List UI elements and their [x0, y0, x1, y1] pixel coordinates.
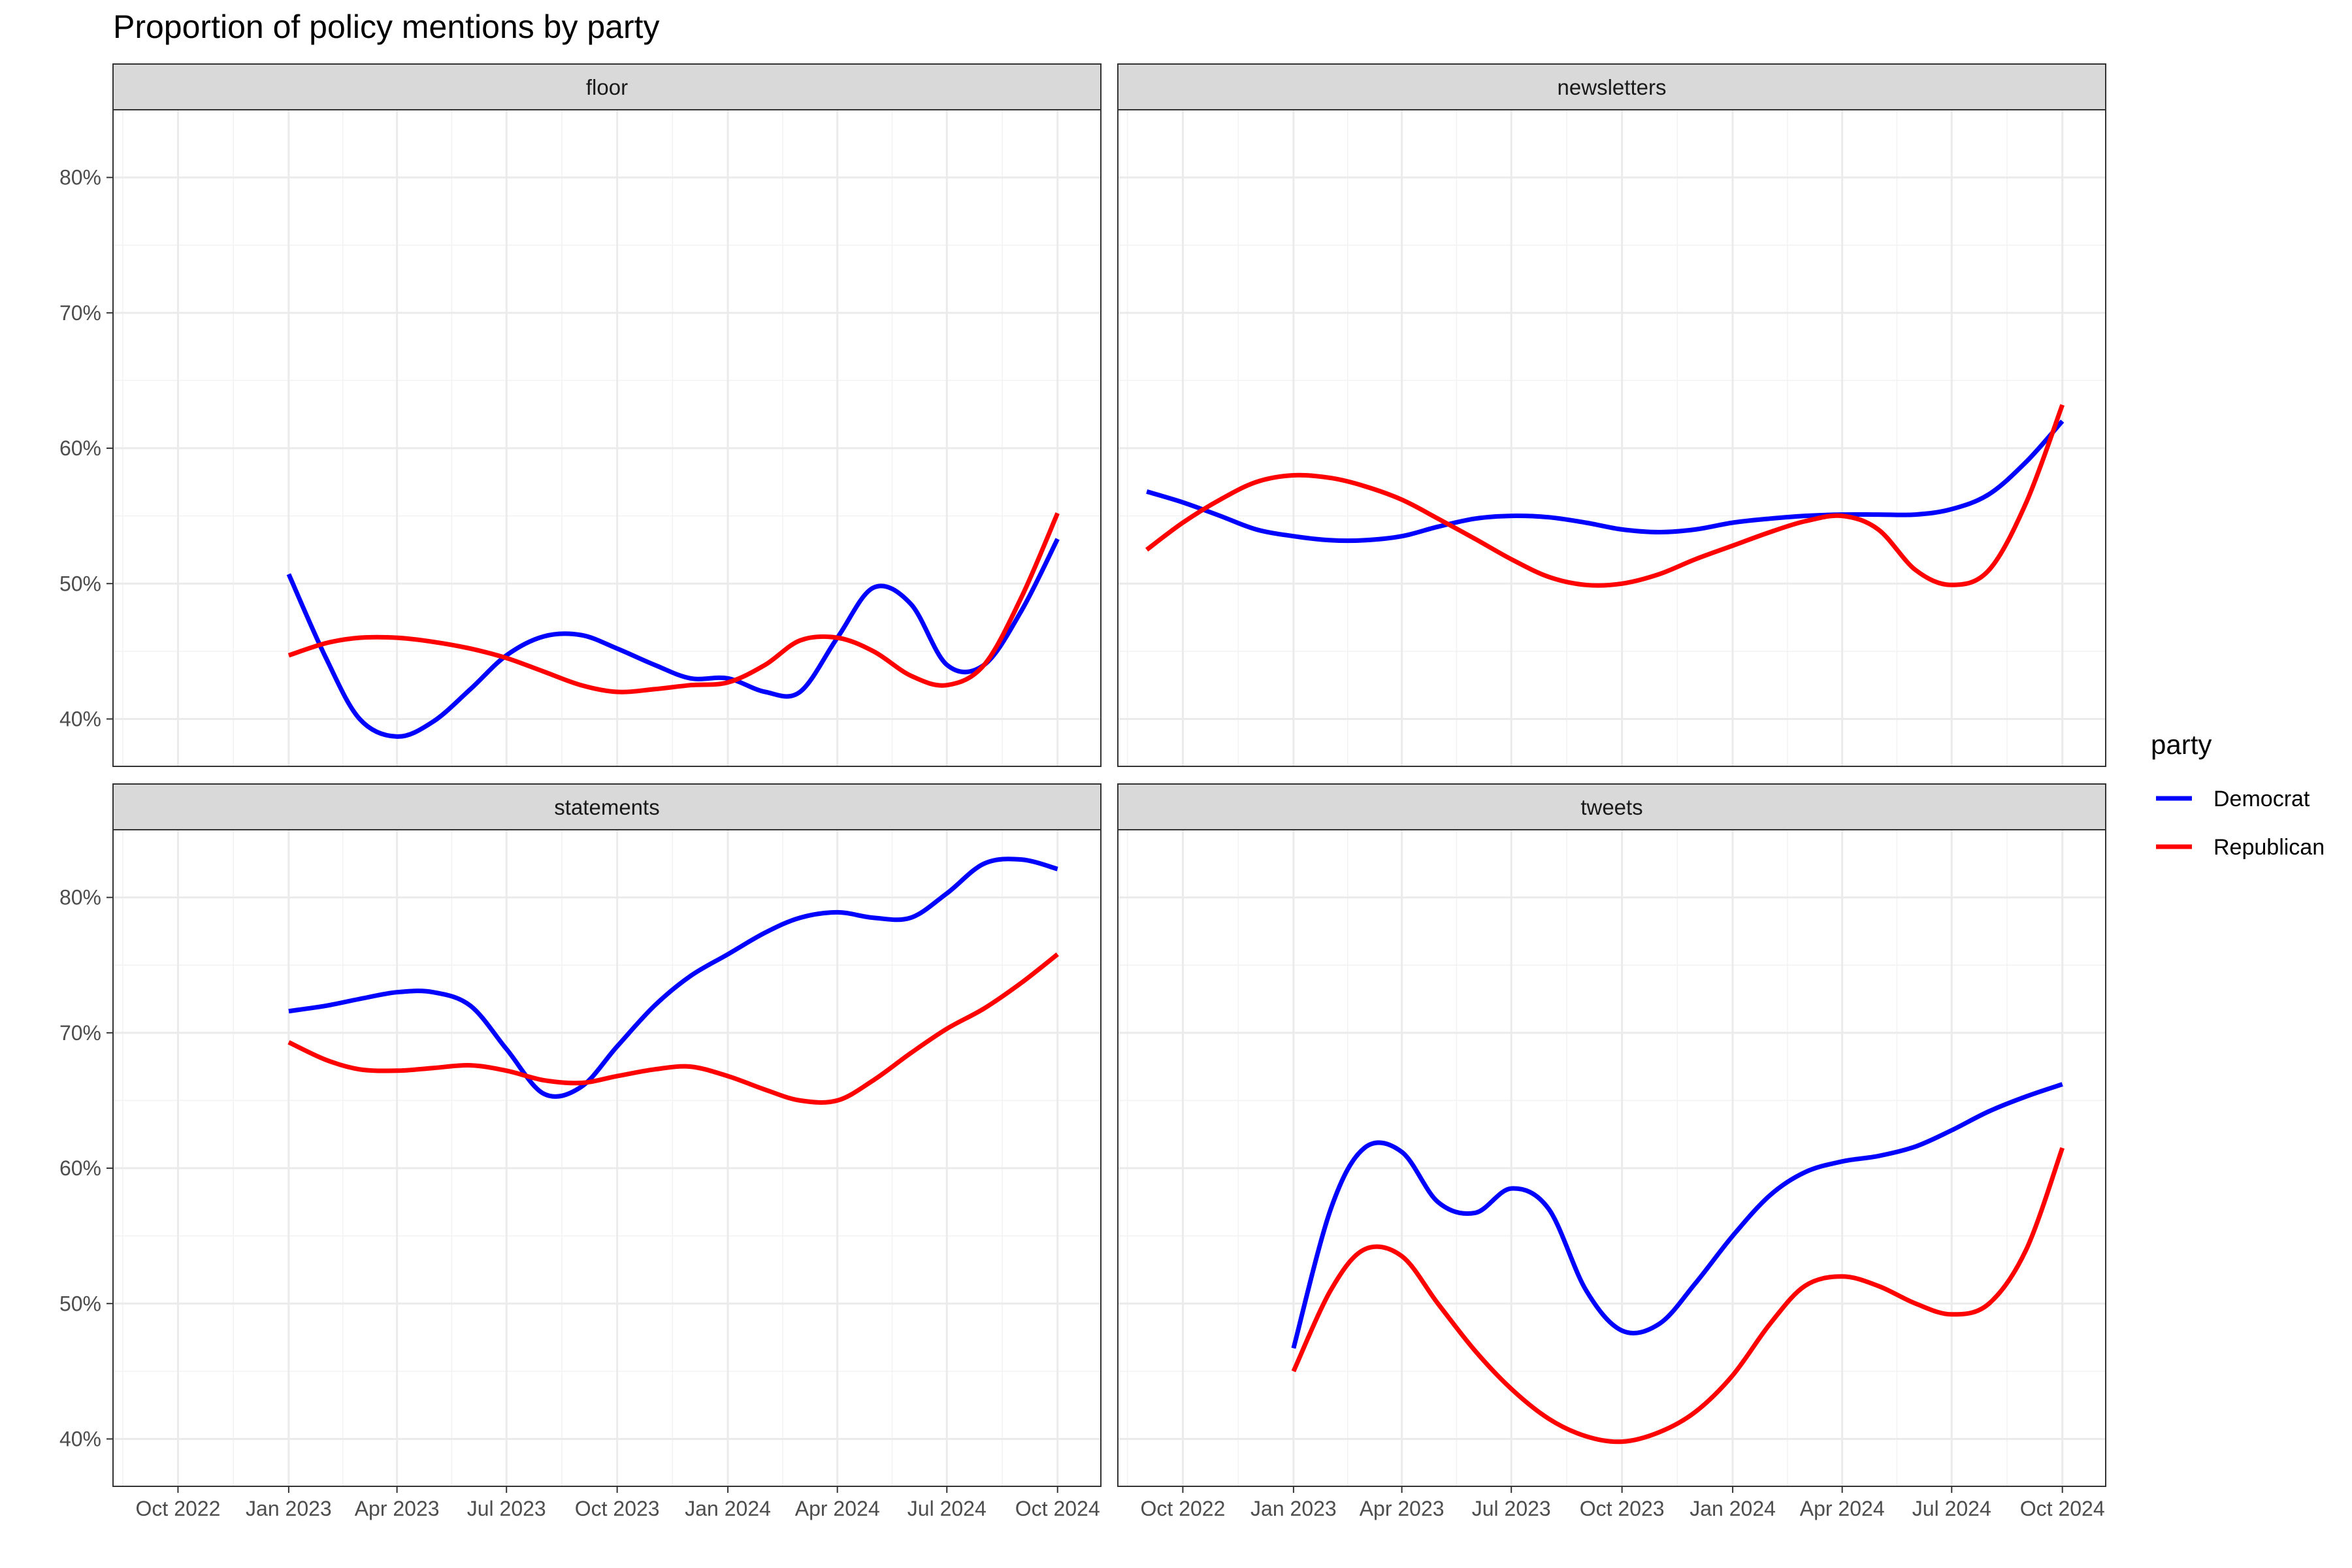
x-tick-label: Jan 2024: [685, 1497, 771, 1520]
panel-statements: statements 40% 50% 60% 70% 80% Oct 2022 Jan 202…: [59, 783, 1102, 1520]
series-line-republican: [287, 512, 1060, 694]
legend-label-republican: Republican: [2213, 835, 2325, 860]
x-tick-label: Jul 2024: [1912, 1497, 1991, 1520]
plot-area: [1118, 830, 2106, 1486]
series-line-democrat: [286, 538, 1060, 739]
y-tick-label: 70%: [59, 1021, 101, 1045]
y-tick-label: 70%: [59, 301, 101, 325]
x-tick-label: Jan 2023: [1250, 1497, 1337, 1520]
legend-title: party: [2151, 729, 2212, 760]
y-tick-label: 60%: [59, 1156, 101, 1180]
strip-label-statements: statements: [554, 795, 659, 819]
x-tick-label: Apr 2023: [355, 1497, 440, 1520]
y-tick-label: 80%: [59, 166, 101, 189]
x-tick-label: Oct 2022: [1141, 1497, 1226, 1520]
legend: party Democrat Republican: [2151, 729, 2325, 860]
panel-tweets: tweets Oct 2022 Jan 2023 Apr 2023 Jul 2023 Oc…: [1117, 783, 2106, 1520]
series-line-democrat: [288, 857, 1058, 1099]
x-tick-label: Jan 2023: [246, 1497, 332, 1520]
chart-title: Proportion of policy mentions by party: [113, 8, 660, 45]
x-tick-label: Jul 2023: [1472, 1497, 1551, 1520]
panel-border: [112, 109, 1102, 767]
x-tick-label: Jul 2024: [907, 1497, 987, 1520]
strip-label-tweets: tweets: [1580, 795, 1642, 819]
x-tick-label: Apr 2023: [1360, 1497, 1445, 1520]
x-tick-label: Jul 2023: [467, 1497, 546, 1520]
panel-border: [1117, 109, 2106, 767]
strip-statements: [112, 783, 1102, 830]
x-tick-label: Apr 2024: [795, 1497, 880, 1520]
strip-floor: [112, 63, 1102, 110]
y-tick-label: 50%: [59, 1292, 101, 1315]
panels-group: floor 40% 50% 60% 70% 80% newsletters statement…: [59, 63, 2106, 1520]
x-tick-label: Apr 2024: [1800, 1497, 1885, 1520]
y-tick-label: 40%: [59, 1427, 101, 1450]
series-line-republican: [1145, 404, 2065, 588]
plot-area: [113, 110, 1101, 766]
panel-floor: floor 40% 50% 60% 70% 80%: [59, 63, 1102, 767]
y-tick-label: 40%: [59, 707, 101, 730]
strip-newsletters: [1117, 63, 2106, 110]
series-line-democrat: [1146, 419, 2065, 544]
strip-label-floor: floor: [586, 75, 628, 99]
x-tick-label: Oct 2022: [136, 1497, 221, 1520]
x-tick-label: Oct 2023: [575, 1497, 660, 1520]
y-tick-label: 60%: [59, 436, 101, 460]
x-tick-label: Oct 2023: [1580, 1497, 1665, 1520]
panel-border: [112, 829, 1102, 1487]
panel-border: [1117, 829, 2106, 1487]
strip-label-newsletters: newsletters: [1558, 75, 1667, 99]
x-tick-label: Oct 2024: [2020, 1497, 2105, 1520]
series-line-republican: [287, 952, 1059, 1105]
y-tick-label: 80%: [59, 886, 101, 909]
plot-area: [113, 830, 1101, 1486]
x-tick-label: Jan 2024: [1690, 1497, 1776, 1520]
y-tick-label: 50%: [59, 572, 101, 595]
strip-tweets: [1117, 783, 2106, 830]
panel-newsletters: newsletters: [1117, 63, 2106, 767]
legend-label-democrat: Democrat: [2213, 787, 2310, 811]
series-line-republican: [1291, 1147, 2065, 1445]
x-tick-label: Oct 2024: [1015, 1497, 1100, 1520]
plot-area: [1118, 110, 2106, 766]
series-line-democrat: [1291, 1082, 2063, 1349]
